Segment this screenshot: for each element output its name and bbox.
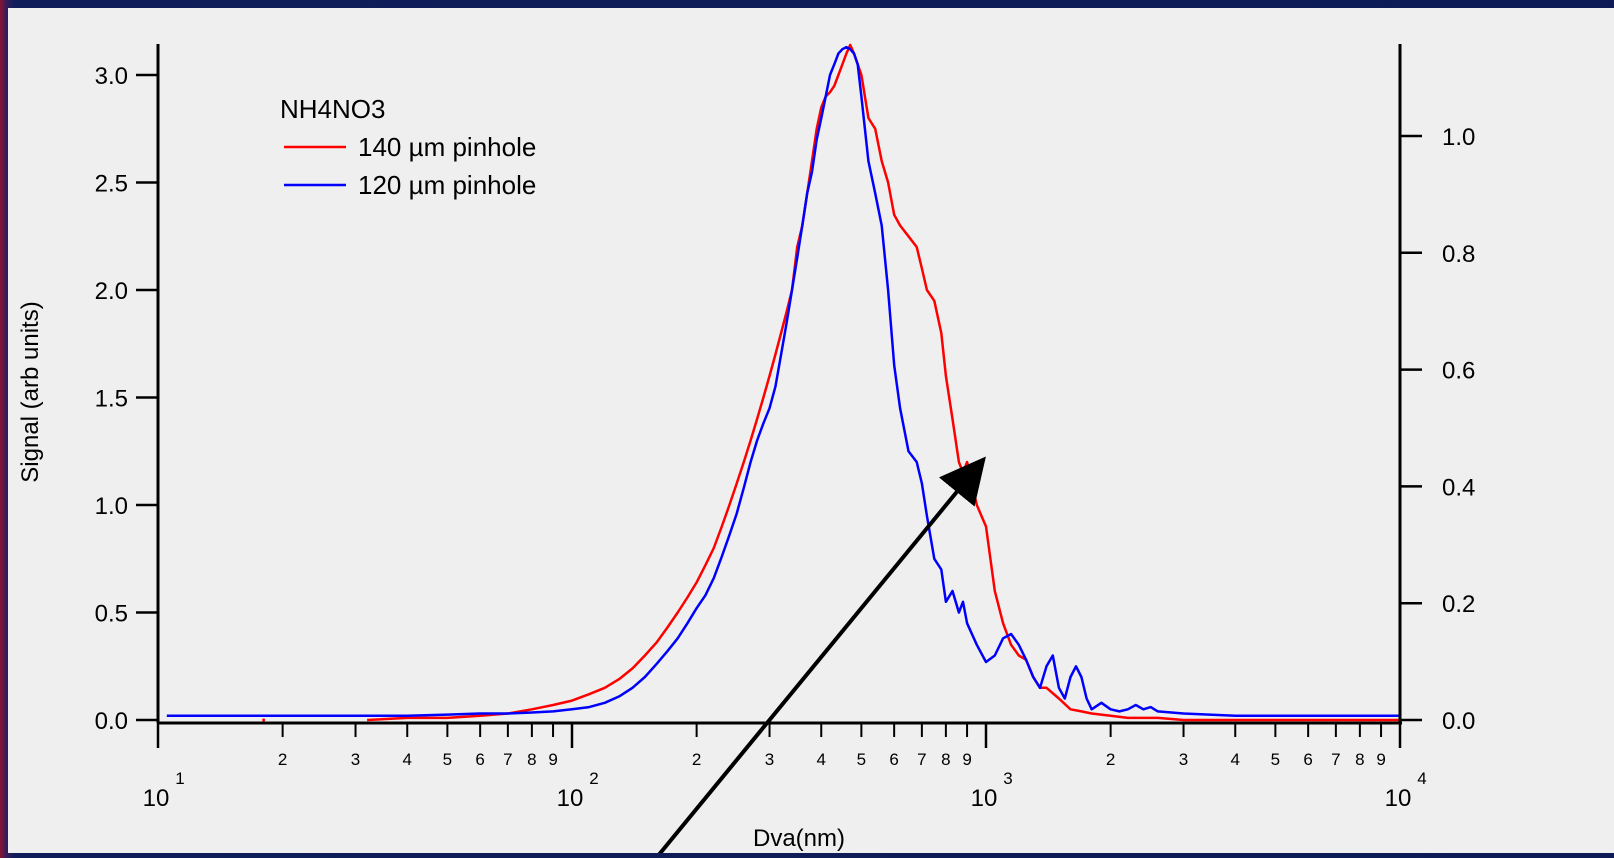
curves [166, 43, 1400, 722]
x-minor-tick-label: 7 [1331, 750, 1340, 769]
y-right-tick-label: 0.4 [1442, 474, 1475, 501]
x-minor-tick-label: 3 [351, 750, 360, 769]
x-minor-tick-label: 8 [1355, 750, 1364, 769]
x-minor-tick-label: 5 [443, 750, 452, 769]
legend-label-2: 120 µm pinhole [358, 170, 536, 200]
x-minor-tick-label: 6 [1303, 750, 1312, 769]
legend: NH4NO3 140 µm pinhole 120 µm pinhole [280, 94, 536, 200]
x-minor-tick-label: 9 [962, 750, 971, 769]
x-tick-base: 10 [143, 785, 170, 812]
series-1-point [262, 718, 266, 722]
x-minor-tick-label: 7 [917, 750, 926, 769]
x-minor-tick-label: 4 [1231, 750, 1240, 769]
x-minor-tick-label: 3 [1179, 750, 1188, 769]
y-left-tick-label: 2.0 [95, 278, 128, 305]
x-tick-base: 10 [1385, 785, 1412, 812]
x-minor-tick-label: 4 [817, 750, 826, 769]
arrow-annotation [653, 456, 986, 858]
y-right-tick-label: 1.0 [1442, 124, 1475, 151]
x-minor-tick-label: 6 [475, 750, 484, 769]
x-minor-tick-label: 2 [692, 750, 701, 769]
y-left-tick-label: 0.5 [95, 601, 128, 628]
axes: 0.0 0.5 1.0 1.5 2.0 2.5 3.0 0.0 0.2 0.4 0.6 0.8 1.0 1… [17, 44, 1475, 852]
y-left-tick-label: 0.0 [95, 708, 128, 735]
x-minor-tick-label: 5 [1271, 750, 1280, 769]
x-minor-tick-label: 7 [503, 750, 512, 769]
y-right-tick-label: 0.8 [1442, 241, 1475, 268]
y-left-tick-label: 1.0 [95, 493, 128, 520]
y-left-tick-label: 2.5 [95, 171, 128, 198]
x-tick-exponent: 2 [589, 769, 598, 788]
x-tick-exponent: 1 [175, 769, 184, 788]
legend-label-1: 140 µm pinhole [358, 132, 536, 162]
x-major-tick-label: 10 2 [557, 769, 599, 812]
chart-svg: 0.0 0.5 1.0 1.5 2.0 2.5 3.0 0.0 0.2 0.4 0.6 0.8 1.0 1… [17, 43, 1475, 858]
x-minor-tick-label: 9 [548, 750, 557, 769]
y-right-tick-label: 0.0 [1442, 708, 1475, 735]
x-minor-tick-label: 2 [278, 750, 287, 769]
x-minor-tick-label: 9 [1376, 750, 1385, 769]
x-tick-base: 10 [557, 785, 584, 812]
chart-panel: 0.0 0.5 1.0 1.5 2.0 2.5 3.0 0.0 0.2 0.4 0.6 0.8 1.0 1… [8, 8, 1614, 858]
y-axis-title: Signal (arb units) [17, 301, 44, 482]
series-line-2 [166, 45, 1400, 717]
x-tick-exponent: 3 [1003, 769, 1012, 788]
x-minor-tick-label: 4 [403, 750, 412, 769]
arrow-line [653, 456, 986, 858]
x-tick-base: 10 [971, 785, 998, 812]
x-major-tick-label: 10 4 [1385, 769, 1427, 812]
x-minor-tick-label: 8 [941, 750, 950, 769]
y-right-tick-label: 0.2 [1442, 591, 1475, 618]
y-left-tick-label: 1.5 [95, 386, 128, 413]
x-minor-tick-label: 2 [1106, 750, 1115, 769]
x-major-tick-label: 10 1 [143, 769, 185, 812]
x-minor-tick-label: 8 [527, 750, 536, 769]
x-major-tick-label: 10 3 [971, 769, 1013, 812]
x-minor-tick-label: 5 [857, 750, 866, 769]
x-axis-title: Dva(nm) [753, 825, 845, 852]
legend-title: NH4NO3 [280, 94, 385, 124]
y-left-tick-label: 3.0 [95, 63, 128, 90]
x-minor-tick-label: 3 [765, 750, 774, 769]
x-tick-exponent: 4 [1417, 769, 1426, 788]
x-minor-tick-label: 6 [889, 750, 898, 769]
y-right-tick-label: 0.6 [1442, 358, 1475, 385]
